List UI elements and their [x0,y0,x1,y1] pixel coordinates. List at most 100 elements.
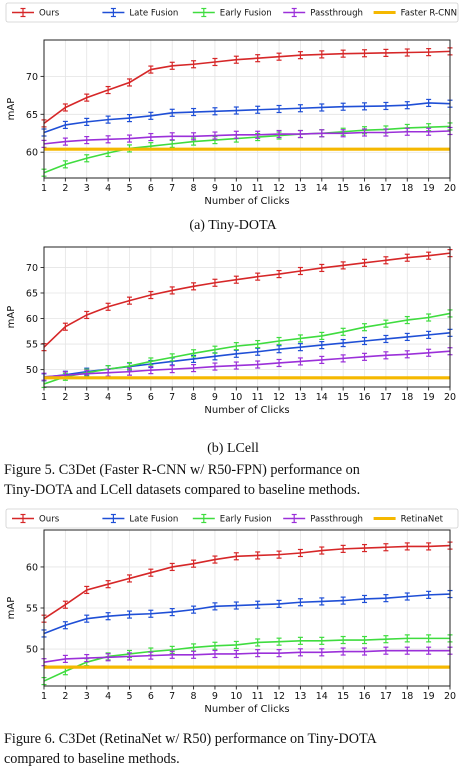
x-axis-label: Number of Clicks [204,704,289,715]
x-tick-label: 16 [358,691,370,702]
x-tick-label: 17 [380,392,392,403]
x-tick-label: 3 [84,691,90,702]
y-tick-label: 50 [26,645,38,656]
series-line [43,252,451,348]
y-tick-label: 50 [26,365,38,376]
x-tick-label: 14 [316,183,328,194]
x-tick-label: 12 [273,392,285,403]
series-line [43,102,451,134]
figure5-caption-line1: Figure 5. C3Det (Faster R-CNN w/ R50-FPN… [4,462,360,478]
x-tick-label: 2 [62,392,68,403]
x-tick-label: 18 [401,691,413,702]
y-tick-label: 60 [26,148,38,159]
x-tick-label: 7 [169,392,175,403]
x-tick-label: 5 [126,691,132,702]
y-tick-label: 60 [26,562,38,573]
x-tick-label: 8 [191,691,197,702]
series-line [43,125,451,174]
x-tick-label: 9 [212,183,218,194]
series-line [43,350,451,378]
x-axis-label: Number of Clicks [204,196,289,207]
x-tick-label: 14 [316,691,328,702]
x-tick-label: 1 [41,691,47,702]
y-tick-label: 60 [26,314,38,325]
x-tick-label: 19 [423,392,435,403]
x-tick-label: 13 [294,183,306,194]
x-tick-label: 1 [41,183,47,194]
y-tick-label: 70 [26,72,38,83]
series-line [43,50,451,125]
x-tick-label: 12 [273,691,285,702]
x-tick-label: 17 [380,183,392,194]
chart-tiny-dota-faster-rcnn: 1 2 3 4 5 6 7 8 9 10 11 12 13 14 15 16 17 18 19 20606570Num… [5,2,459,207]
x-tick-label: 18 [401,392,413,403]
x-tick-label: 20 [444,183,456,194]
figure5-caption-line2: Tiny-DOTA and LCell datasets compared to… [4,482,360,498]
x-tick-label: 11 [252,392,264,403]
x-tick-label: 15 [337,392,349,403]
x-tick-label: 5 [126,183,132,194]
legend-label: Late Fusion [129,515,178,525]
x-tick-label: 10 [230,392,242,403]
x-tick-label: 19 [423,183,435,194]
figure6-caption-line2: compared to baseline methods. [4,751,180,767]
series-line [43,130,451,145]
x-tick-label: 10 [230,691,242,702]
series-line [43,544,451,620]
plot-frame [43,39,451,179]
y-tick-label: 55 [26,604,38,615]
figure6-caption-line1: Figure 6. C3Det (RetinaNet w/ R50) perfo… [4,731,378,747]
chart-tiny-dota-retinanet: 1 2 3 4 5 6 7 8 9 10 11 12 13 14 15 16 17 18 19 20505560Num… [5,508,459,715]
legend-label: Late Fusion [129,9,178,19]
x-tick-label: 6 [148,392,154,403]
legend-label: RetinaNet [401,515,444,525]
x-tick-label: 4 [105,691,111,702]
legend-label: Passthrough [310,9,363,19]
legend-label: Ours [39,9,60,19]
x-tick-label: 15 [337,691,349,702]
x-axis-label: Number of Clicks [204,405,289,416]
x-tick-label: 16 [358,183,370,194]
x-tick-label: 9 [212,691,218,702]
x-tick-label: 3 [84,183,90,194]
legend-label: Ours [39,515,60,525]
y-tick-label: 70 [26,263,38,274]
legend-label: Passthrough [310,515,363,525]
series-line [43,593,451,635]
legend-label: Faster R-CNN [401,9,457,19]
plot-frame [43,246,451,388]
x-tick-label: 13 [294,691,306,702]
legend: Ours Late Fusion Early Fusion Passthrough Fa… [5,2,459,23]
x-tick-label: 16 [358,392,370,403]
x-tick-label: 4 [105,392,111,403]
legend-label: Early Fusion [220,515,272,525]
legend-box [5,2,459,23]
x-tick-label: 11 [252,691,264,702]
x-tick-label: 13 [294,392,306,403]
y-axis-label: mAP [6,98,17,121]
legend: Ours Late Fusion Early Fusion Passthrough Re… [5,508,459,529]
series-line [43,649,450,663]
x-tick-label: 2 [62,691,68,702]
subcaption-a: (a) Tiny-DOTA [189,218,277,233]
series-line [43,637,450,682]
x-tick-label: 9 [212,392,218,403]
x-tick-label: 11 [252,183,264,194]
x-tick-label: 10 [230,183,242,194]
y-axis-label: mAP [6,597,17,620]
x-tick-label: 8 [191,183,197,194]
x-tick-label: 2 [62,183,68,194]
x-tick-label: 15 [337,183,349,194]
x-tick-label: 3 [84,392,90,403]
x-tick-label: 4 [105,183,111,194]
legend-label: Early Fusion [220,9,272,19]
x-tick-label: 20 [444,392,456,403]
y-axis-label: mAP [6,306,17,329]
y-tick-label: 65 [26,288,38,299]
x-tick-label: 17 [380,691,392,702]
x-tick-label: 7 [169,183,175,194]
legend-box [5,508,459,529]
x-tick-label: 1 [41,392,47,403]
x-tick-label: 5 [126,392,132,403]
